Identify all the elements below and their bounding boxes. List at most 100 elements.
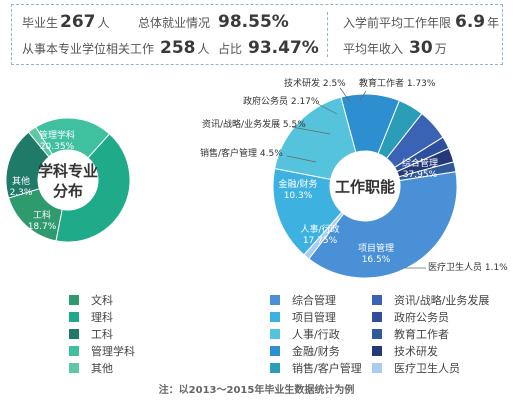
slice-value-1-3: 17.75% — [303, 236, 338, 246]
slice-value-1-2: 16.5% — [362, 255, 391, 265]
legend-swatch — [69, 295, 79, 305]
ratio-value: 93.47% — [248, 38, 319, 58]
legend-label: 资讯/战略/业务发展 — [394, 294, 490, 307]
stat-income: 平均年收入 30 万 — [343, 38, 447, 58]
legend-label: 管理学科 — [91, 345, 135, 358]
slice-label-1-2: 项目管理 — [358, 242, 394, 254]
slice-label-1-8: 技术研发 2.5% — [284, 77, 346, 89]
legend-label: 理科 — [91, 311, 113, 324]
legend-swatch — [372, 363, 382, 373]
legend-label: 文科 — [91, 294, 113, 307]
years-value: 6.9 — [455, 12, 486, 32]
slice-value-1-4: 10.3% — [284, 191, 313, 201]
legend-swatch — [270, 329, 280, 339]
slice-label-1-1: 医疗卫生人员 1.1% — [428, 261, 508, 273]
legend-label: 技术研发 — [394, 345, 438, 358]
income-label: 平均年收入 — [343, 42, 404, 56]
footnote: 注：以2013～2015年毕业生数据统计为例 — [158, 385, 355, 396]
legend-label: 其他 — [91, 362, 113, 375]
legend-swatch — [372, 329, 382, 339]
legend-item-1-7: 技术研发 — [372, 343, 438, 359]
slice-value-1-0: 37.95% — [403, 170, 438, 180]
legend-item-0-1: 理科 — [69, 309, 113, 325]
slice-label-1-4: 金融/财务 — [278, 178, 317, 190]
legend-swatch — [270, 346, 280, 356]
legend-label: 人事/行政 — [292, 328, 340, 341]
slice-label-0-4: 管理学科 — [39, 129, 75, 141]
stats-divider — [327, 12, 328, 57]
slice-label-0-3: 其他 — [12, 175, 30, 187]
stat-related: 从事本专业学位相关工作 258 人 — [22, 38, 210, 58]
slice-label-0-2: 工科 — [33, 209, 51, 221]
slice-value-0-1: 17.2% — [87, 252, 116, 262]
legend-item-0-2: 工科 — [69, 326, 113, 342]
legend-item-0-3: 管理学科 — [69, 343, 135, 359]
legend-item-1-3: 政府公务员 — [372, 309, 449, 325]
legend-item-0-4: 其他 — [69, 360, 113, 376]
stat-ratio: 占比 93.47% — [218, 38, 321, 58]
leader-line-1-6 — [291, 126, 331, 135]
legend-label: 综合管理 — [292, 294, 336, 307]
slice-value-0-0: 41.45% — [143, 170, 178, 180]
stat-graduates: 毕业生 267 人 — [22, 12, 110, 32]
graduates-unit: 人 — [97, 16, 110, 30]
legend-swatch — [270, 312, 280, 322]
legend-swatch — [372, 295, 382, 305]
stats-box — [11, 4, 503, 65]
legend-label: 项目管理 — [292, 311, 336, 324]
legend-swatch — [69, 312, 79, 322]
income-unit: 万 — [434, 42, 447, 56]
chart-title-0-0: 学科专业 — [38, 162, 98, 180]
legend-swatch — [270, 295, 280, 305]
legend-swatch — [69, 329, 79, 339]
employment-value: 98.55% — [218, 12, 289, 32]
legend-swatch — [69, 346, 79, 356]
legend-item-1-0: 综合管理 — [270, 292, 336, 308]
legend-label: 销售/客户管理 — [292, 362, 362, 375]
graduates-value: 267 — [60, 12, 96, 32]
legend-label: 金融/财务 — [292, 345, 340, 358]
legend-swatch — [372, 346, 382, 356]
legend-item-1-9: 医疗卫生人员 — [372, 360, 460, 376]
stat-years: 入学前平均工作年限 6.9 年 — [343, 12, 499, 32]
slice-value-0-4: 20.35% — [40, 142, 75, 152]
ratio-label: 占比 — [218, 42, 243, 56]
legend-item-1-2: 项目管理 — [270, 309, 336, 325]
slice-value-0-3: 2.3% — [10, 188, 33, 198]
legend-label: 政府公务员 — [394, 311, 449, 324]
stat-employment: 总体就业情况 98.55% — [138, 12, 291, 32]
related-unit: 人 — [197, 42, 210, 56]
donut-center-1 — [330, 151, 400, 221]
leader-line-1-5 — [286, 155, 317, 163]
legend-item-1-1: 资讯/战略/业务发展 — [372, 292, 489, 308]
related-label: 从事本专业学位相关工作 — [22, 42, 155, 56]
leader-line-1-9 — [359, 90, 367, 101]
slice-label-1-5: 销售/客户管理 4.5% — [200, 147, 283, 159]
legend-swatch — [69, 363, 79, 373]
slice-label-1-9: 教育工作者 1.73% — [359, 77, 436, 89]
graduates-label: 毕业生 — [22, 16, 59, 30]
leader-line-1-8 — [339, 87, 351, 103]
slice-label-1-3: 人事/行政 — [300, 223, 339, 235]
slice-label-0-1: 文科 — [92, 239, 110, 251]
years-label: 入学前平均工作年限 — [343, 16, 452, 30]
employment-label: 总体就业情况 — [138, 16, 211, 30]
legend-item-1-6: 金融/财务 — [270, 343, 340, 359]
legend-swatch — [270, 363, 280, 373]
related-value: 258 — [160, 38, 196, 58]
legend-item-1-8: 销售/客户管理 — [270, 360, 362, 376]
legend-label: 教育工作者 — [394, 328, 449, 341]
slice-label-1-6: 资讯/战略/业务发展 5.5% — [202, 118, 306, 130]
legend-swatch — [372, 312, 382, 322]
slice-label-0-0: 理科 — [151, 157, 169, 169]
slice-label-1-0: 综合管理 — [402, 157, 438, 169]
legend-label: 医疗卫生人员 — [394, 362, 460, 375]
slice-label-1-7: 政府公务员 2.17% — [243, 95, 320, 107]
slice-value-0-2: 18.7% — [28, 222, 57, 232]
donut-center-0 — [38, 150, 98, 210]
income-value: 30 — [409, 38, 433, 58]
years-unit: 年 — [487, 16, 500, 30]
leader-line-1-7 — [317, 103, 338, 115]
legend-item-1-5: 教育工作者 — [372, 326, 449, 342]
